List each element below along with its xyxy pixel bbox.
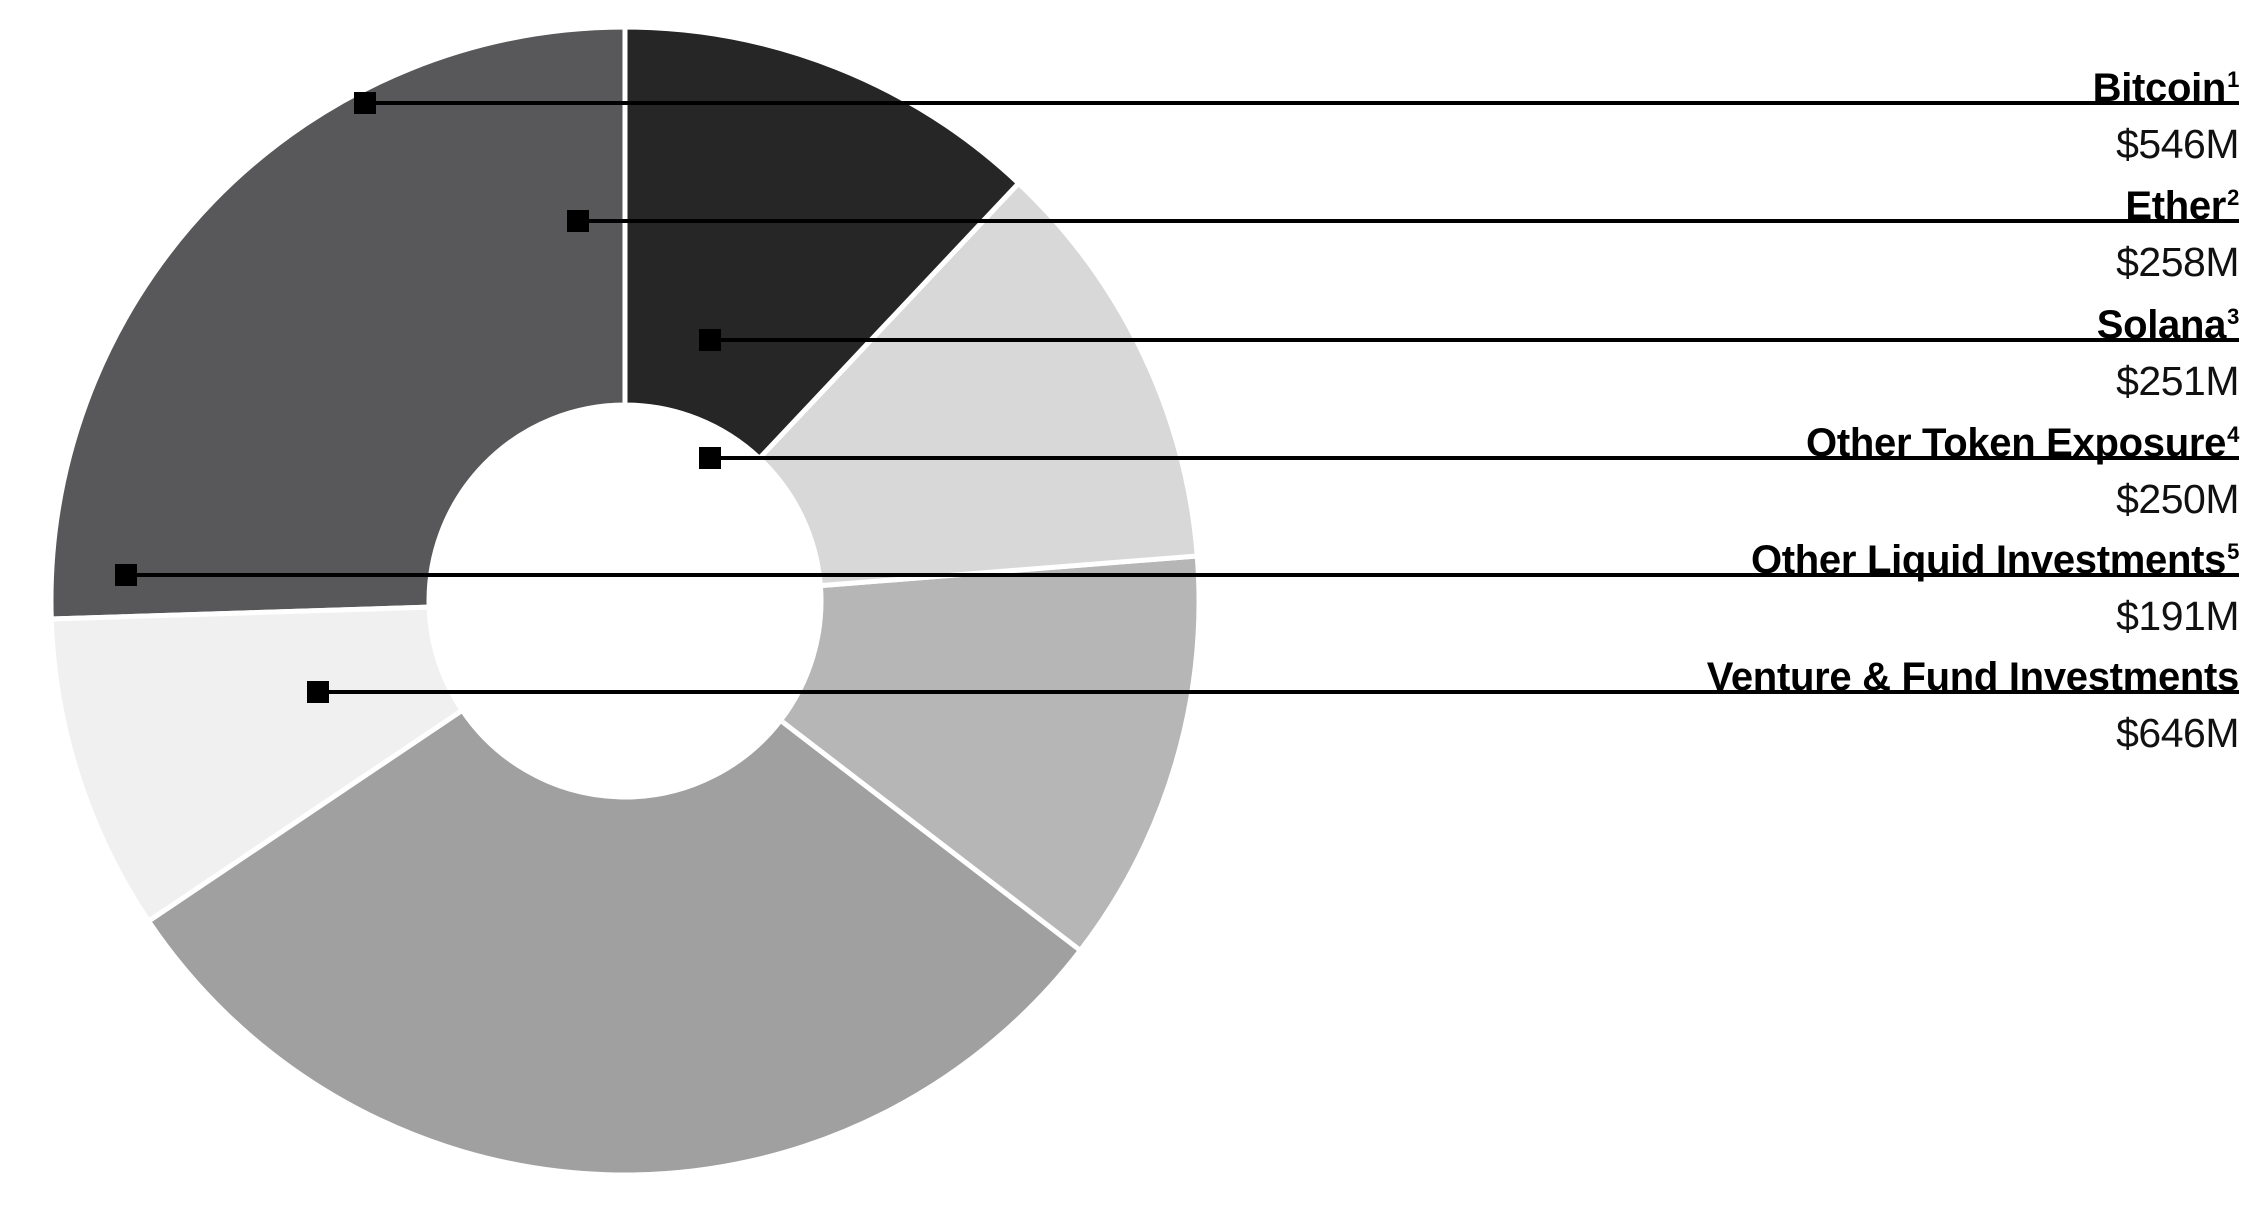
callout-label: Ether2 [2125, 184, 2239, 228]
donut-slice[interactable] [146, 707, 1083, 1178]
callout-label: Bitcoin1 [2092, 66, 2240, 110]
footnote-marker: 5 [2227, 538, 2239, 564]
donut-slice[interactable] [48, 604, 465, 924]
callout-value: $546M [2116, 121, 2239, 167]
footnote-marker: 4 [2227, 421, 2239, 447]
callout-ether[interactable]: Ether2 $258M [2116, 186, 2239, 283]
donut-slice[interactable] [48, 24, 628, 622]
leader-marker-square[interactable] [699, 329, 721, 351]
callout-value: $258M [2116, 239, 2239, 285]
callout-label: Other Liquid Investments5 [1750, 538, 2239, 582]
callout-label: Venture & Fund Investments [1706, 655, 2240, 699]
leader-marker-square[interactable] [699, 447, 721, 469]
callout-other-liquid-investments[interactable]: Other Liquid Investments5 $191M [1750, 538, 2240, 639]
callout-value: $646M [2116, 710, 2239, 756]
callout-label: Solana3 [2096, 303, 2240, 347]
callout-solana[interactable]: Solana3 $251M [2096, 303, 2240, 404]
donut-slice[interactable] [622, 24, 1022, 461]
donut-slice[interactable] [777, 553, 1202, 953]
callout-value: $250M [2116, 476, 2239, 522]
callout-value: $251M [2116, 358, 2239, 404]
callout-value: $191M [2116, 593, 2239, 639]
footnote-marker: 2 [2227, 184, 2239, 210]
leader-marker-square[interactable] [307, 681, 329, 703]
callout-label: Other Token Exposure4 [1806, 421, 2239, 465]
callout-venture-fund-investments[interactable]: Venture & Fund Investments $646M [1706, 655, 2240, 756]
leader-marker-square[interactable] [567, 210, 589, 232]
footnote-marker: 1 [2227, 66, 2239, 92]
donut-slice[interactable] [756, 180, 1200, 589]
donut-slices [48, 24, 1202, 1178]
callout-bitcoin[interactable]: Bitcoin1 $546M [2092, 66, 2240, 167]
leader-marker-square[interactable] [115, 564, 137, 586]
callout-other-token-exposure[interactable]: Other Token Exposure4 $250M [1806, 423, 2239, 520]
footnote-marker: 3 [2227, 303, 2239, 329]
leader-marker-square[interactable] [354, 92, 376, 114]
leader-lines [115, 92, 2239, 703]
